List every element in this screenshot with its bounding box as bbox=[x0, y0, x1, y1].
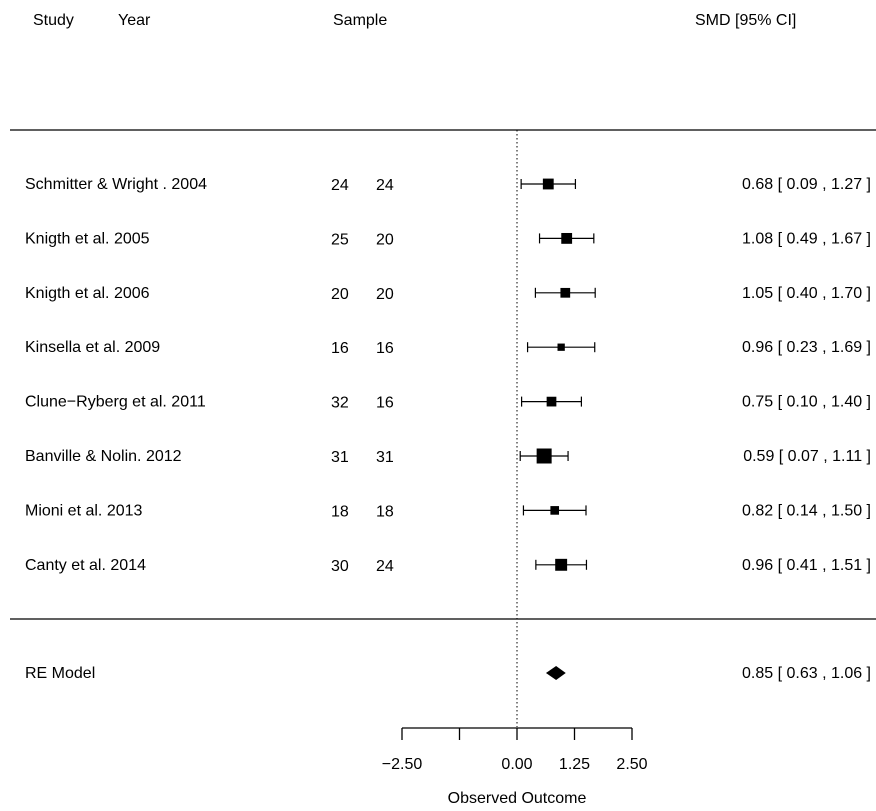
study-row: Canty et al. 2014 30 24 0.96 [ 0.41 , 1.51 … bbox=[25, 557, 871, 575]
sample-n1: 30 bbox=[331, 558, 349, 575]
effect-ci-label: 0.96 [ 0.23 , 1.69 ] bbox=[742, 339, 871, 356]
sample-n1: 25 bbox=[331, 231, 349, 248]
study-row: Mioni et al. 2013 18 18 0.82 [ 0.14 , 1.50 … bbox=[25, 502, 871, 520]
study-row: Schmitter & Wright . 2004 24 24 0.68 [ 0.09… bbox=[25, 176, 871, 194]
sample-n2: 24 bbox=[376, 177, 394, 194]
effect-ci-label: 0.96 [ 0.41 , 1.51 ] bbox=[742, 557, 871, 574]
point-estimate bbox=[561, 232, 573, 244]
point-estimate bbox=[536, 448, 552, 464]
study-row: Kinsella et al. 2009 16 16 0.96 [ 0.23 , 1.… bbox=[25, 339, 871, 357]
header-study: Study bbox=[33, 12, 74, 29]
study-label: Banville & Nolin. 2012 bbox=[25, 448, 182, 465]
effect-ci-label: 0.68 [ 0.09 , 1.27 ] bbox=[742, 176, 871, 193]
header-year: Year bbox=[118, 12, 151, 29]
study-label: Kinsella et al. 2009 bbox=[25, 339, 160, 356]
study-label: Clune−Ryberg et al. 2011 bbox=[25, 394, 206, 411]
x-tick-label: 1.25 bbox=[559, 756, 590, 773]
sample-n2: 16 bbox=[376, 340, 394, 357]
header-smd: SMD [95% CI] bbox=[695, 12, 796, 29]
point-estimate bbox=[557, 343, 565, 351]
sample-n2: 31 bbox=[376, 449, 394, 466]
summary-diamond bbox=[545, 666, 566, 680]
study-label: Mioni et al. 2013 bbox=[25, 502, 143, 519]
sample-n1: 18 bbox=[331, 503, 349, 520]
summary-ci-label: 0.85 [ 0.63 , 1.06 ] bbox=[742, 665, 871, 682]
study-row: Knigth et al. 2006 20 20 1.05 [ 0.40 , 1.70… bbox=[25, 285, 871, 303]
sample-n2: 16 bbox=[376, 395, 394, 412]
point-estimate bbox=[555, 558, 568, 571]
study-label: Knigth et al. 2006 bbox=[25, 285, 150, 302]
sample-n1: 16 bbox=[331, 340, 349, 357]
summary-row: RE Model 0.85 [ 0.63 , 1.06 ] bbox=[25, 665, 871, 682]
sample-n2: 20 bbox=[376, 231, 394, 248]
point-estimate bbox=[546, 396, 557, 407]
effect-ci-label: 1.08 [ 0.49 , 1.67 ] bbox=[742, 230, 871, 247]
x-axis-label: Observed Outcome bbox=[448, 790, 587, 807]
study-label: Canty et al. 2014 bbox=[25, 557, 146, 574]
effect-ci-label: 0.75 [ 0.10 , 1.40 ] bbox=[742, 394, 871, 411]
x-tick-label: −2.50 bbox=[382, 756, 423, 773]
study-row: Knigth et al. 2005 25 20 1.08 [ 0.49 , 1.67… bbox=[25, 230, 871, 248]
sample-n2: 20 bbox=[376, 286, 394, 303]
summary-label: RE Model bbox=[25, 665, 95, 682]
sample-n1: 31 bbox=[331, 449, 349, 466]
point-estimate bbox=[542, 178, 554, 190]
point-estimate bbox=[550, 506, 560, 515]
sample-n1: 32 bbox=[331, 395, 349, 412]
x-axis: −2.50 0.00 1.25 2.50 bbox=[382, 727, 648, 773]
point-estimate bbox=[560, 287, 571, 298]
effect-ci-label: 1.05 [ 0.40 , 1.70 ] bbox=[742, 285, 871, 302]
effect-ci-label: 0.59 [ 0.07 , 1.11 ] bbox=[743, 448, 871, 465]
x-tick-label: 2.50 bbox=[616, 756, 647, 773]
sample-n2: 18 bbox=[376, 503, 394, 520]
sample-n1: 20 bbox=[331, 286, 349, 303]
study-row: Clune−Ryberg et al. 2011 32 16 0.75 [ 0.10 … bbox=[25, 394, 871, 412]
study-row: Banville & Nolin. 2012 31 31 0.59 [ 0.07 , … bbox=[25, 448, 871, 466]
sample-n2: 24 bbox=[376, 558, 394, 575]
effect-ci-label: 0.82 [ 0.14 , 1.50 ] bbox=[742, 502, 871, 519]
study-label: Knigth et al. 2005 bbox=[25, 230, 150, 247]
study-label: Schmitter & Wright . 2004 bbox=[25, 176, 207, 193]
sample-n1: 24 bbox=[331, 177, 349, 194]
header-sample: Sample bbox=[333, 12, 387, 29]
x-tick-label: 0.00 bbox=[501, 756, 532, 773]
